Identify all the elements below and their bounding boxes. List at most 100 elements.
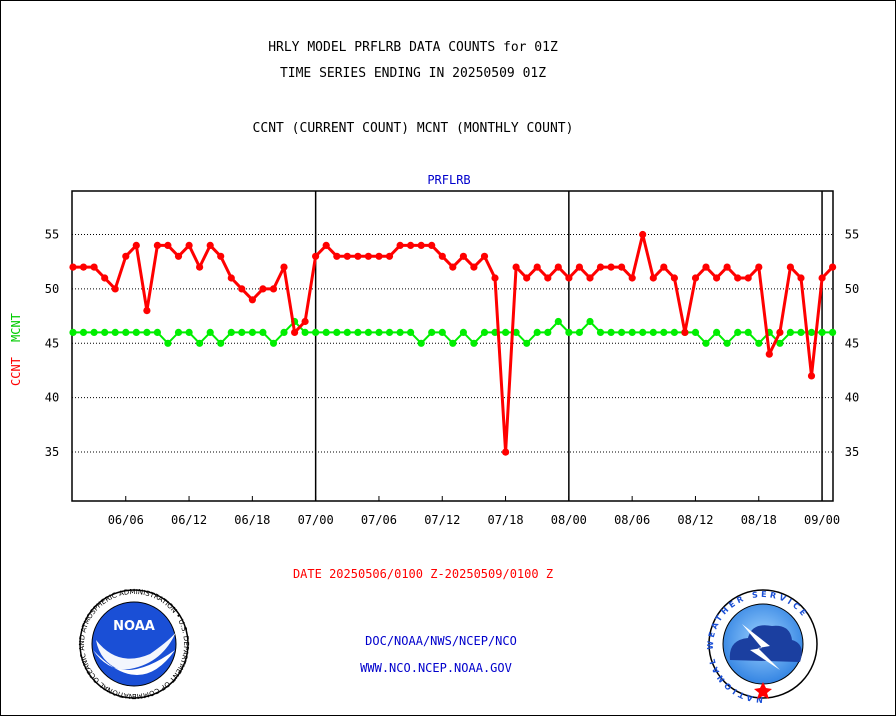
point-ccnt-72: [829, 263, 837, 271]
point-mcnt-28: [364, 328, 372, 336]
series-mcnt: [69, 317, 837, 347]
point-mcnt-39: [480, 328, 489, 336]
point-ccnt-51: [607, 263, 615, 271]
point-mcnt-9: [164, 339, 172, 347]
chart-title-line1: HRLY MODEL PRFLRB DATA COUNTS for 01Z: [268, 40, 558, 55]
point-mcnt-46: [554, 317, 562, 326]
point-mcnt-26: [343, 328, 351, 336]
y-tick-label-right-35: 35: [845, 445, 859, 459]
point-ccnt-70: [807, 372, 816, 380]
point-mcnt-42: [512, 328, 520, 336]
point-mcnt-11: [185, 328, 193, 336]
x-tick-label-5: 07/12: [424, 513, 460, 527]
point-ccnt-27: [354, 252, 362, 260]
y-tick-label-left-50: 50: [45, 282, 59, 296]
point-ccnt-2: [90, 263, 98, 271]
point-ccnt-30: [385, 252, 394, 260]
point-mcnt-56: [660, 328, 668, 336]
y-tick-label-right-50: 50: [845, 282, 859, 296]
point-ccnt-4: [111, 285, 119, 293]
point-mcnt-43: [523, 339, 531, 347]
point-ccnt-24: [322, 241, 330, 249]
point-ccnt-49: [586, 274, 594, 282]
x-tick-label-4: 07/06: [361, 513, 397, 527]
point-ccnt-25: [333, 252, 341, 260]
point-mcnt-72: [829, 328, 837, 336]
point-mcnt-54: [639, 328, 647, 336]
point-ccnt-18: [259, 285, 267, 293]
point-mcnt-71: [818, 328, 826, 336]
point-ccnt-21: [291, 328, 299, 336]
x-tick-label-3: 07/00: [298, 513, 334, 527]
point-ccnt-46: [554, 263, 562, 271]
y-tick-label-right-55: 55: [845, 228, 859, 242]
point-ccnt-13: [206, 241, 214, 249]
point-ccnt-66: [765, 350, 773, 358]
point-mcnt-45: [544, 328, 552, 336]
noaa-logo-text: NOAA: [113, 619, 155, 634]
point-ccnt-55: [649, 274, 657, 282]
point-mcnt-10: [174, 328, 183, 336]
point-mcnt-7: [143, 328, 151, 336]
x-axis-ticks: 06/06 06/12 06/18 07/00 07/06 07/12 07/18 08/00…: [108, 496, 840, 527]
point-ccnt-56: [660, 263, 668, 271]
chart-subtitle: CCNT (CURRENT COUNT) MCNT (MONTHLY COUNT…: [253, 121, 574, 136]
point-mcnt-27: [354, 328, 362, 336]
point-mcnt-32: [407, 328, 415, 336]
point-ccnt-39: [480, 252, 489, 260]
point-ccnt-29: [375, 252, 383, 260]
point-ccnt-9: [164, 241, 172, 249]
point-ccnt-41: [502, 448, 510, 456]
point-mcnt-48: [575, 328, 584, 336]
point-ccnt-57: [670, 274, 679, 282]
y-axis-label-mcnt: MCNT: [9, 313, 23, 342]
point-ccnt-60: [702, 263, 710, 271]
point-ccnt-7: [143, 307, 151, 315]
point-mcnt-3: [101, 328, 109, 336]
point-mcnt-65: [755, 339, 763, 347]
point-ccnt-71: [818, 274, 826, 282]
point-mcnt-52: [618, 328, 626, 336]
point-ccnt-34: [428, 241, 436, 249]
point-ccnt-62: [723, 263, 731, 271]
point-mcnt-25: [333, 328, 341, 336]
point-mcnt-53: [628, 328, 636, 336]
point-ccnt-12: [196, 263, 204, 271]
point-ccnt-26: [343, 252, 351, 260]
point-mcnt-51: [607, 328, 615, 336]
plot-title: PRFLRB: [427, 173, 470, 187]
point-mcnt-63: [734, 328, 742, 336]
point-mcnt-1: [79, 328, 88, 336]
point-mcnt-12: [196, 339, 204, 347]
day-boundary-lines: [314, 191, 823, 501]
point-mcnt-5: [122, 328, 130, 336]
point-ccnt-8: [153, 241, 161, 249]
y-tick-label-left-55: 55: [45, 228, 59, 242]
point-mcnt-49: [586, 317, 594, 326]
x-tick-label-1: 06/12: [171, 513, 207, 527]
point-ccnt-16: [238, 285, 246, 293]
point-mcnt-41: [502, 328, 510, 336]
point-ccnt-69: [797, 274, 805, 282]
point-ccnt-3: [101, 274, 109, 282]
y-axis-ticks: 35 35 40 40 45 45 50 50 55 55: [45, 228, 859, 460]
point-ccnt-17: [248, 296, 256, 304]
point-mcnt-50: [596, 328, 605, 336]
date-range-label: DATE 20250506/0100 Z-20250509/0100 Z: [293, 567, 553, 581]
point-ccnt-1: [79, 263, 88, 271]
point-mcnt-33: [417, 339, 425, 347]
point-mcnt-18: [259, 328, 267, 336]
x-tick-label-0: 06/06: [108, 513, 144, 527]
point-mcnt-60: [702, 339, 710, 347]
plot-frame: [71, 190, 834, 502]
org-label: DOC/NOAA/NWS/NCEP/NCO: [365, 634, 517, 648]
point-ccnt-37: [459, 252, 467, 260]
point-ccnt-38: [470, 263, 478, 271]
point-ccnt-48: [575, 263, 584, 271]
point-mcnt-37: [459, 328, 467, 336]
point-ccnt-33: [417, 241, 425, 249]
y-tick-label-left-45: 45: [45, 336, 59, 350]
point-mcnt-19: [269, 339, 278, 347]
point-mcnt-22: [301, 328, 309, 336]
